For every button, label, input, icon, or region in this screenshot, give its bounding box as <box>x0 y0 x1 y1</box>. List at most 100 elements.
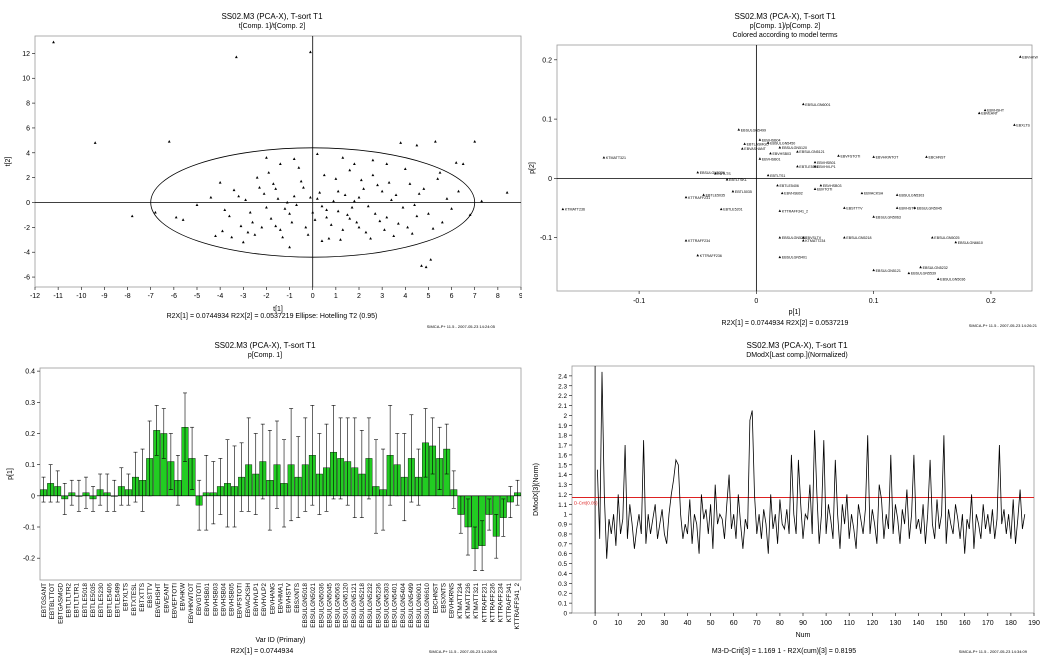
y-axis-label: p[1] <box>7 468 14 480</box>
score-point <box>415 214 419 218</box>
loading-point-label: EBTL5035 <box>735 190 752 194</box>
score-point <box>267 171 271 174</box>
loading-point-label: EBSTTTV <box>846 207 863 211</box>
loading-point <box>801 239 805 242</box>
y-tick-label: 2.1 <box>558 403 567 410</box>
category-label: KTMATT321 <box>473 583 480 619</box>
y-tick-label: 0 <box>31 493 35 500</box>
score-point <box>214 234 217 238</box>
y-tick-label: 0.5 <box>558 561 567 568</box>
score-point <box>52 40 55 44</box>
loading-point <box>819 183 823 187</box>
loading-point-label: EBVHSTV <box>899 207 916 211</box>
loading-point-label: EBVHKWTOT <box>876 156 900 160</box>
y-tick-label: 2 <box>26 175 30 182</box>
score-point <box>366 204 370 208</box>
category-label: EBTLE5230 <box>98 583 105 618</box>
loading-point-label: EBSULGN5231 <box>782 236 807 240</box>
y-tick-label: -0.1 <box>540 235 552 242</box>
score-point <box>431 226 435 230</box>
x-tick-label: 90 <box>799 620 807 627</box>
score-point <box>348 217 352 220</box>
score-point <box>376 183 379 187</box>
score-point <box>130 214 134 218</box>
score-point <box>334 177 338 180</box>
score-point <box>480 199 484 203</box>
category-label: EBVFSTOTI <box>237 583 244 619</box>
loading-point-label: EBSULGN5236 <box>700 171 725 175</box>
category-label: EBTLE5499 <box>114 583 121 618</box>
x-tick-label: 50 <box>707 620 715 627</box>
y-tick-label: 1.7 <box>558 443 567 450</box>
y-tick-label: 1.2 <box>558 492 567 499</box>
score-point <box>343 193 347 197</box>
score-point <box>278 228 282 231</box>
loading-point <box>766 141 770 144</box>
loading-point-label: KTMATT321 <box>606 156 626 160</box>
category-label: EBSULGN5303 <box>383 583 390 628</box>
category-label: EBVHANG <box>269 583 276 614</box>
y-tick-label: 1.3 <box>558 482 567 489</box>
category-label: EBSULGN6001 <box>416 583 423 628</box>
category-label: EBSULGN5063 <box>335 583 342 628</box>
x-tick-label: 30 <box>661 620 669 627</box>
category-label: EBVEFTOTI <box>172 583 179 619</box>
loading-point-label: EBTLTS1 <box>770 174 785 178</box>
loading-point-label: KTMATT236 <box>565 208 585 212</box>
score-point <box>248 210 252 214</box>
loadings-column-panel: SS02.M3 (PCA-X), T-sort T1 p[Comp. 1] R2… <box>0 330 522 659</box>
category-label: EBTXTTS <box>139 583 146 612</box>
x-tick-label: -0.1 <box>633 298 645 305</box>
loading-point <box>719 207 723 211</box>
x-tick-label: 20 <box>637 620 645 627</box>
loading-point <box>907 271 911 275</box>
loading-point-label: EBVHSB03 <box>823 184 842 188</box>
score-point <box>93 141 97 144</box>
score-point <box>406 225 409 229</box>
score-point <box>336 209 340 213</box>
category-label: EBSXNTS <box>294 583 301 613</box>
score-point <box>403 167 407 170</box>
loading-point <box>684 195 688 199</box>
x-tick-label: 190 <box>1028 620 1040 627</box>
category-label: EBCHNST <box>432 583 439 614</box>
y-tick-label: 0.1 <box>542 117 552 124</box>
score-point <box>362 187 366 190</box>
loading-point <box>1018 55 1022 58</box>
score-point <box>454 161 458 164</box>
loading-point-label: EBSULGN5450 <box>770 141 795 145</box>
category-label: EBVHMA1 <box>278 583 285 614</box>
x-tick-label: 140 <box>913 620 925 627</box>
loading-point-label: EBVHSB04 <box>762 138 781 142</box>
category-label: EBTGASMGD <box>57 583 64 624</box>
chart-title: SS02.M3 (PCA-X), T-sort T1 <box>214 341 316 350</box>
score-point <box>371 158 375 162</box>
score-point <box>336 189 340 193</box>
plot-frame <box>571 365 1035 614</box>
loading-point-label: EBVHSB03 <box>772 152 791 156</box>
score-point <box>246 230 250 234</box>
x-tick-label: -6 <box>171 293 177 300</box>
x-tick-label: 9 <box>519 293 522 300</box>
category-label: EBVGTOTI <box>196 583 203 615</box>
x-tick-label: 4 <box>403 293 407 300</box>
x-tick-label: 100 <box>820 620 832 627</box>
y-tick-label: 0.1 <box>558 601 567 608</box>
score-point <box>292 157 296 161</box>
score-point <box>271 182 275 185</box>
chart-subtitle-2: Colored according to model terms <box>732 32 838 39</box>
score-point <box>288 212 291 215</box>
score-point <box>237 194 241 198</box>
category-label: EBVHSB05 <box>229 583 236 616</box>
loading-point-label: KTTRAFF236 <box>700 254 722 258</box>
x-tick-label: 120 <box>866 620 878 627</box>
loadings-plot-panel: SS02.M3 (PCA-X), T-sort T1 p[Comp. 1]/p[… <box>522 0 1044 330</box>
score-point <box>276 197 280 200</box>
score-point <box>457 189 460 193</box>
category-label: EBSULGN6610 <box>424 583 431 628</box>
loading-point-label: EBTLTSKL <box>729 178 747 182</box>
y-axis-label: DModX[3](Norm) <box>533 463 540 516</box>
loading-point <box>758 157 762 160</box>
loading-point-label: EBCHNST <box>928 156 946 160</box>
loading-point <box>1013 123 1016 126</box>
